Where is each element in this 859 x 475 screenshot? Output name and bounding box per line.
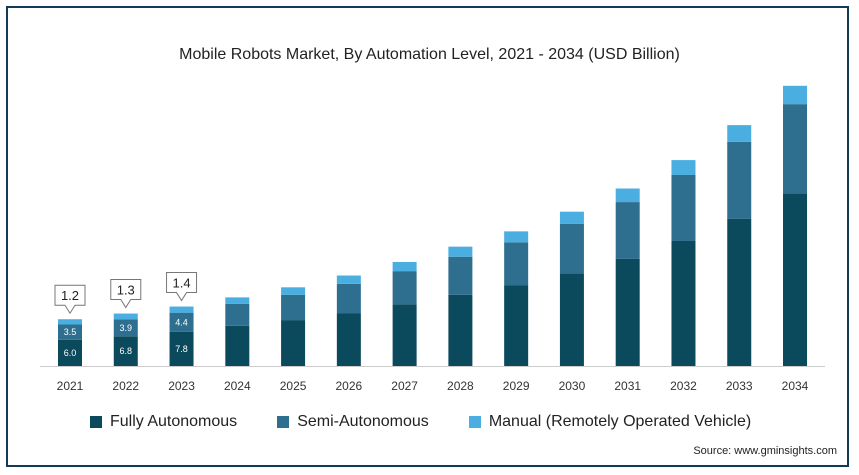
bar-2027-series-2 [392,261,417,272]
bar-2028-series-2 [448,246,473,257]
bar-2026-series-1 [336,283,361,314]
bar-2024-series-2 [225,297,250,304]
bar-2024-series-0 [225,325,250,366]
x-tick-label-2028: 2028 [447,379,474,393]
bar-2033-series-1 [727,141,752,219]
x-tick-label-2031: 2031 [614,379,641,393]
bar-2031-series-2 [615,188,640,203]
chart-legend: Fully Autonomous Semi-Autonomous Manual (R… [90,413,751,431]
bar-2032-series-0 [671,240,696,366]
x-tick-label-2022: 2022 [112,379,139,393]
bar-2021-series-1 [58,324,82,340]
legend-label-0: Fully Autonomous [110,413,238,430]
bar-2022-series-1 [113,319,138,337]
legend-item-0: Fully Autonomous [90,413,237,431]
callout-label-2023: 1.4 [173,276,191,291]
bar-2030-series-0 [559,273,584,366]
chart-frame [6,6,849,467]
bar-2022-series-0 [113,336,138,366]
bar-2032-series-2 [671,160,696,175]
bar-2025-series-1 [281,294,306,321]
legend-swatch-0 [90,416,102,428]
bar-2029-series-2 [504,231,529,243]
legend-label-2: Manual (Remotely Operated Vehicle) [488,413,752,430]
x-tick-label-2029: 2029 [503,379,530,393]
data-label-2021-series-1: 3.5 [64,327,77,337]
x-tick-label-2026: 2026 [335,379,362,393]
x-tick-label-2027: 2027 [391,379,418,393]
x-tick-label-2034: 2034 [782,379,809,393]
callout-label-2021: 1.2 [61,288,79,303]
bar-2026-series-0 [336,313,361,366]
bar-2031-series-1 [615,202,640,259]
bar-2030-series-1 [559,223,584,274]
bar-2021-series-0 [58,339,82,366]
bar-2034-series-2 [783,85,808,105]
bar-2022-series-2 [113,313,138,320]
bar-2031-series-0 [615,258,640,366]
callout-box-2022 [110,279,142,309]
data-label-2021-series-0: 6.0 [64,348,77,358]
bar-2025-series-0 [281,320,306,366]
bar-2023-series-2 [169,306,194,313]
bar-2034-series-1 [783,104,808,194]
bar-2030-series-2 [559,211,584,224]
bar-2027-series-1 [392,271,417,305]
x-tick-label-2021: 2021 [57,379,84,393]
legend-item-2: Manual (Remotely Operated Vehicle) [468,413,752,431]
bar-2034-series-0 [783,193,808,366]
bar-2025-series-2 [281,287,306,295]
callout-box-2021 [54,284,86,315]
legend-swatch-2 [468,416,481,428]
callout-label-2022: 1.3 [117,283,135,298]
bar-2026-series-2 [336,275,361,284]
chart-title: Mobile Robots Market, By Automation Leve… [179,46,680,63]
legend-item-1: Semi-Autonomous [277,413,429,431]
bar-2021-series-2 [58,319,82,325]
x-tick-label-2025: 2025 [280,379,307,393]
data-label-2023-series-0: 7.8 [175,344,188,354]
x-tick-label-2033: 2033 [726,379,753,393]
bar-2028-series-0 [448,294,473,366]
bar-2024-series-1 [225,303,250,326]
x-tick-label-2032: 2032 [670,379,697,393]
bar-2029-series-1 [504,242,529,286]
source-note: Source: www.gminsights.com [693,445,837,457]
bar-2023-series-1 [169,312,194,332]
x-tick-label-2024: 2024 [224,379,251,393]
bar-2027-series-0 [392,304,417,366]
data-label-2022-series-1: 3.9 [120,323,133,333]
data-label-2022-series-0: 6.8 [120,346,133,356]
bar-2023-series-0 [169,331,194,366]
callout-box-2023 [166,272,198,302]
x-tick-label-2023: 2023 [168,379,195,393]
data-label-2023-series-1: 4.4 [175,317,188,327]
bar-2029-series-0 [504,285,529,366]
bar-2033-series-0 [727,218,752,366]
bar-2032-series-1 [671,174,696,241]
bar-2028-series-1 [448,256,473,295]
legend-swatch-1 [277,416,290,428]
bar-2033-series-2 [727,125,752,142]
legend-label-1: Semi-Autonomous [297,413,429,430]
x-tick-label-2030: 2030 [559,379,586,393]
